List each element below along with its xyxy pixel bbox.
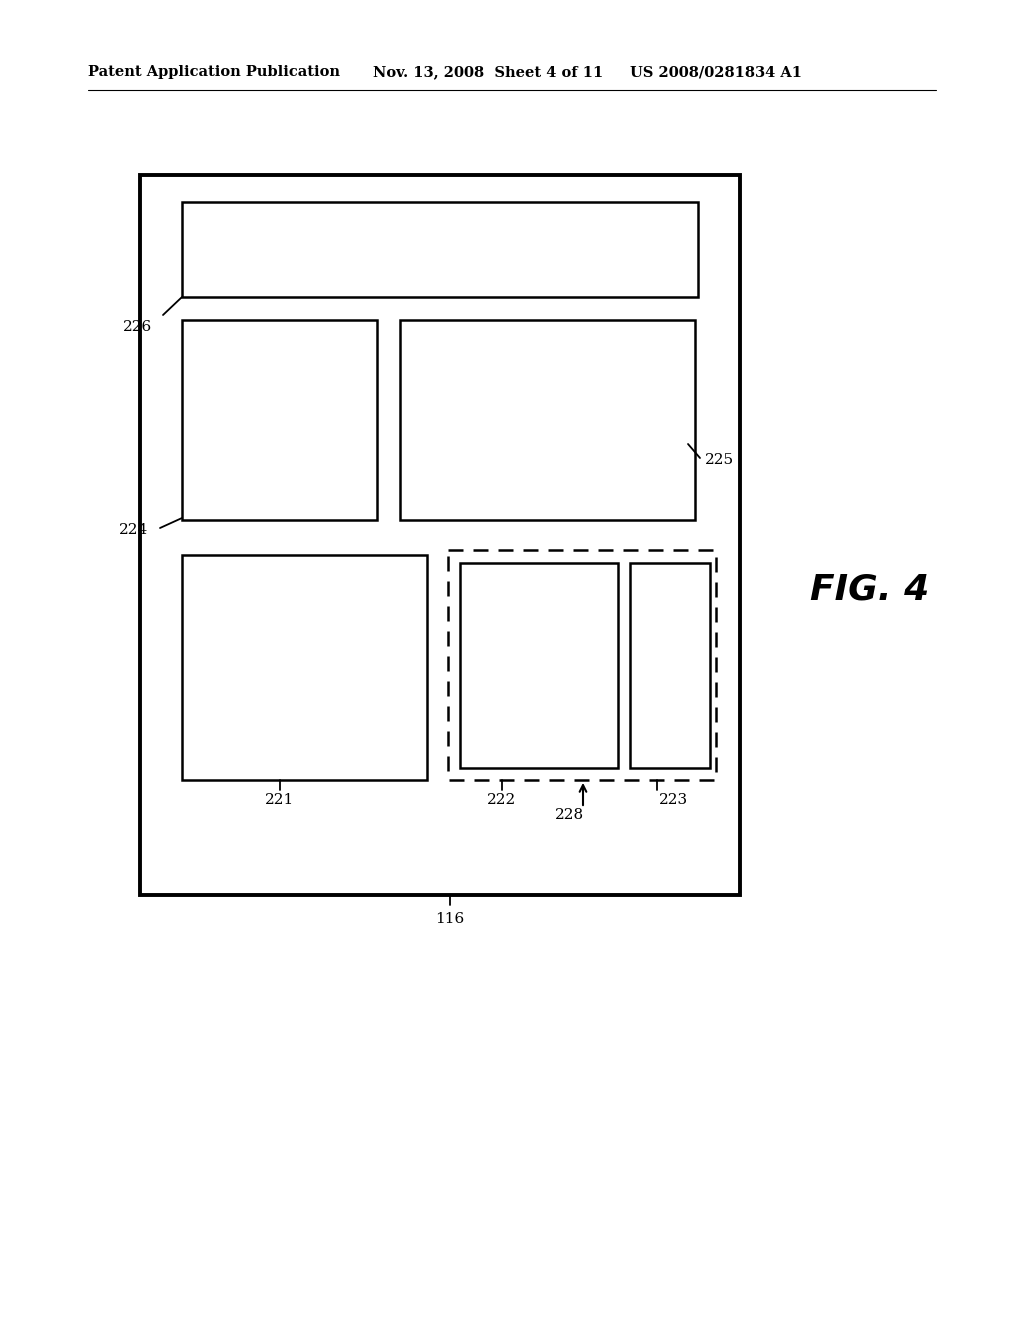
Text: Patent Application Publication: Patent Application Publication xyxy=(88,65,340,79)
Text: 226: 226 xyxy=(123,319,152,334)
Text: 225: 225 xyxy=(705,453,734,467)
Text: 224: 224 xyxy=(119,523,148,537)
Text: 223: 223 xyxy=(659,793,688,807)
Text: 116: 116 xyxy=(435,912,465,927)
Text: 228: 228 xyxy=(555,808,585,822)
Text: FIG. 4: FIG. 4 xyxy=(810,573,930,607)
Bar xyxy=(140,176,740,895)
Text: 222: 222 xyxy=(487,793,517,807)
Bar xyxy=(460,564,618,768)
Text: 221: 221 xyxy=(265,793,295,807)
Text: US 2008/0281834 A1: US 2008/0281834 A1 xyxy=(630,65,802,79)
Bar xyxy=(182,202,698,297)
Bar xyxy=(182,554,427,780)
Bar xyxy=(182,319,377,520)
Bar xyxy=(400,319,695,520)
Text: Nov. 13, 2008  Sheet 4 of 11: Nov. 13, 2008 Sheet 4 of 11 xyxy=(373,65,603,79)
Bar xyxy=(449,550,716,780)
Bar xyxy=(630,564,710,768)
